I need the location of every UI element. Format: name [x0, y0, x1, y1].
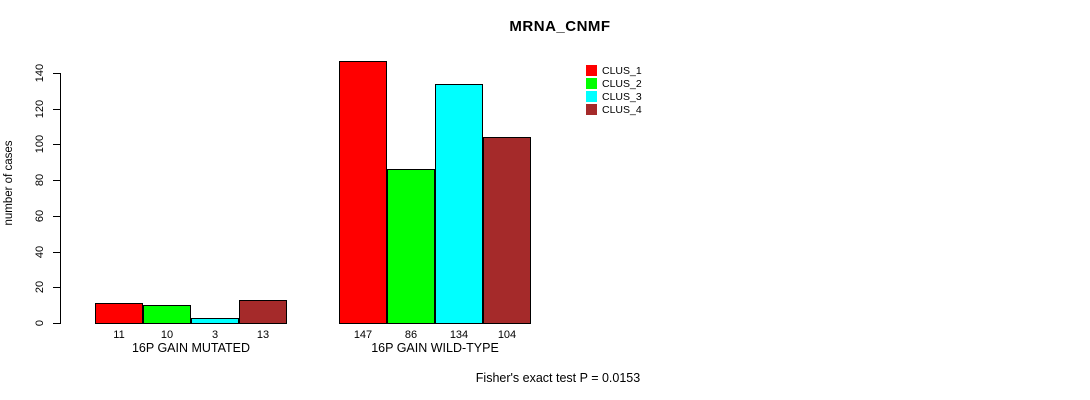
chart-title: MRNA_CNMF — [509, 18, 611, 35]
x-category-label: 16P GAIN WILD-TYPE — [371, 341, 499, 355]
bar-value-label: 11 — [113, 329, 125, 341]
legend-item-clus_2: CLUS_2 — [586, 77, 642, 90]
bar-value-label: 86 — [404, 329, 418, 341]
legend-item-clus_1: CLUS_1 — [586, 64, 642, 77]
bar-clus_3-2 — [435, 83, 483, 324]
y-tick-mark — [53, 108, 60, 110]
y-tick-label: 20 — [34, 281, 46, 294]
stats-note: Fisher's exact test P = 0.0153 — [475, 371, 641, 385]
y-tick-mark — [53, 251, 60, 253]
bar-value-label: 3 — [211, 329, 219, 341]
legend-label: CLUS_1 — [602, 64, 642, 77]
legend-swatch-icon — [586, 65, 597, 76]
y-tick-mark — [53, 287, 60, 289]
legend-swatch-icon — [586, 91, 597, 102]
legend-item-clus_3: CLUS_3 — [586, 90, 642, 103]
y-tick-label: 40 — [34, 245, 46, 258]
bar-value-label: 134 — [449, 329, 469, 341]
y-tick-label: 0 — [34, 319, 46, 327]
bar-clus_2-1 — [143, 305, 191, 324]
y-tick-label: 60 — [34, 209, 46, 222]
bar-value-label: 10 — [160, 329, 174, 341]
y-axis-line — [60, 73, 61, 324]
y-tick-label: 140 — [34, 63, 46, 83]
legend-swatch-icon — [586, 78, 597, 89]
legend-swatch-icon — [586, 104, 597, 115]
y-tick-mark — [53, 323, 60, 324]
y-tick-mark — [53, 180, 60, 182]
bar-value-label: 13 — [256, 329, 270, 341]
x-category-label: 16P GAIN MUTATED — [131, 341, 251, 355]
legend-item-clus_4: CLUS_4 — [586, 103, 642, 116]
bar-clus_4-2 — [483, 137, 531, 324]
y-axis-label: number of cases — [3, 140, 15, 226]
y-tick-label: 120 — [34, 99, 46, 118]
y-tick-label: 100 — [34, 135, 46, 154]
bar-clus_1-1 — [95, 303, 143, 324]
bar-clus_2-2 — [387, 169, 435, 324]
legend: CLUS_1 CLUS_2 CLUS_3 CLUS_4 — [586, 64, 642, 116]
y-tick-mark — [53, 215, 60, 217]
legend-label: CLUS_3 — [602, 90, 642, 103]
bar-clus_3-1 — [191, 317, 239, 324]
bar-clus_4-1 — [239, 299, 287, 324]
y-tick-label: 80 — [34, 174, 46, 187]
legend-label: CLUS_2 — [602, 77, 642, 90]
bar-value-label: 147 — [353, 329, 373, 341]
bar-value-label: 104 — [497, 329, 517, 341]
legend-label: CLUS_4 — [602, 103, 642, 116]
bar-clus_1-2 — [339, 60, 387, 324]
y-tick-mark — [53, 144, 60, 146]
y-tick-mark — [53, 73, 60, 74]
